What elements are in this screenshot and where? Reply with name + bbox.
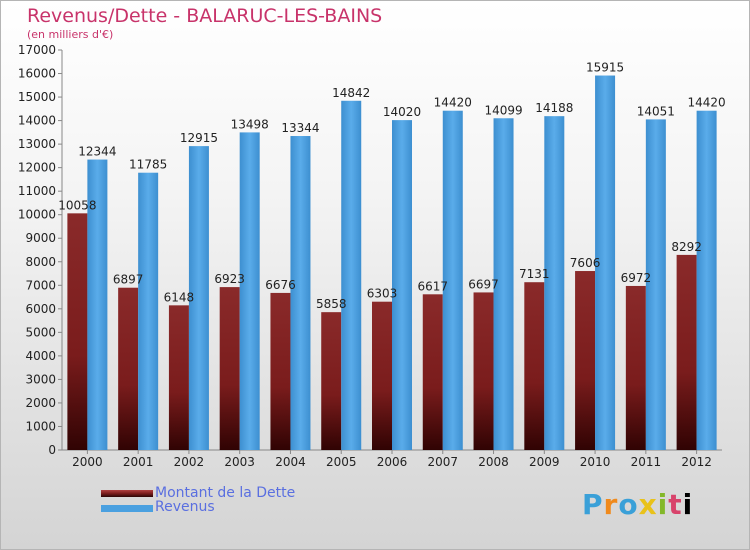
y-tick-label: 17000 (18, 43, 56, 57)
data-label-dette: 5858 (316, 297, 347, 311)
data-label-dette: 8292 (671, 240, 702, 254)
x-tick-label: 2012 (681, 455, 712, 469)
y-tick-label: 10000 (18, 208, 56, 222)
y-tick-label: 13000 (18, 137, 56, 151)
x-tick-label: 2007 (427, 455, 458, 469)
bar-dette (270, 292, 291, 450)
x-tick-label: 2003 (224, 455, 255, 469)
y-tick-label: 2000 (25, 396, 56, 410)
chart-title: Revenus/Dette - BALARUC-LES-BAINS (27, 5, 383, 27)
data-label-dette: 6676 (265, 278, 296, 292)
y-tick-label: 0 (48, 443, 56, 457)
bar-revenus (138, 172, 159, 451)
y-tick-label: 11000 (18, 184, 56, 198)
x-tick-label: 2002 (174, 455, 205, 469)
bar-revenus (392, 120, 412, 450)
data-label-dette: 6148 (164, 290, 195, 304)
bar-dette (168, 305, 189, 450)
bar-revenus (87, 159, 108, 450)
data-label-revenus: 14420 (688, 96, 726, 110)
data-label-dette: 6923 (214, 272, 245, 286)
data-label-dette: 6617 (417, 279, 448, 293)
bar-revenus (645, 119, 666, 450)
y-tick-label: 5000 (25, 325, 56, 339)
legend-label-dette: Montant de la Dette (155, 485, 296, 501)
data-label-dette: 7131 (519, 267, 550, 281)
data-label-revenus: 11785 (129, 158, 167, 172)
bar-revenus (696, 110, 717, 451)
bar-revenus (595, 75, 616, 450)
x-tick-label: 2010 (580, 455, 611, 469)
bar-dette (422, 294, 443, 450)
bar-revenus (442, 110, 463, 451)
x-tick-label: 2004 (275, 455, 306, 469)
y-tick-label: 4000 (25, 349, 56, 363)
data-label-dette: 6697 (468, 277, 499, 291)
y-tick-label: 15000 (18, 90, 56, 104)
data-label-revenus: 12915 (180, 131, 218, 145)
bar-dette (219, 287, 240, 450)
data-label-revenus: 13344 (281, 121, 319, 135)
data-label-revenus: 14420 (434, 96, 472, 110)
bar-dette (67, 213, 88, 450)
bar-dette (118, 287, 139, 450)
x-tick-label: 2000 (72, 455, 103, 469)
data-label-revenus: 14099 (484, 103, 522, 117)
y-tick-label: 3000 (25, 372, 56, 386)
bar-dette (676, 254, 697, 450)
data-label-revenus: 12344 (78, 145, 116, 159)
bar-revenus (341, 100, 362, 450)
bar-revenus (290, 136, 311, 450)
y-tick-label: 12000 (18, 161, 56, 175)
bar-dette (625, 285, 646, 450)
chart-subtitle: (en milliers d'€) (27, 28, 114, 41)
y-tick-label: 16000 (18, 67, 56, 81)
x-tick-label: 2009 (529, 455, 560, 469)
data-label-dette: 6972 (621, 271, 652, 285)
x-tick-label: 2001 (123, 455, 154, 469)
data-label-revenus: 14020 (383, 105, 421, 119)
y-tick-label: 6000 (25, 302, 56, 316)
y-tick-label: 14000 (18, 114, 56, 128)
legend-label-revenus: Revenus (155, 499, 215, 515)
bar-dette (524, 282, 545, 450)
x-tick-label: 2008 (478, 455, 509, 469)
bar-revenus (239, 132, 260, 450)
data-label-revenus: 15915 (586, 61, 624, 75)
x-tick-label: 2005 (326, 455, 357, 469)
proxiti-logo: Proxiti (582, 488, 694, 521)
legend-swatch-dette (101, 490, 153, 497)
legend-swatch-revenus (101, 505, 153, 512)
y-tick-label: 7000 (25, 278, 56, 292)
bar-revenus (493, 118, 514, 451)
x-tick-label: 2006 (377, 455, 408, 469)
bar-revenus (188, 146, 209, 450)
y-tick-label: 8000 (25, 255, 56, 269)
y-tick-label: 1000 (25, 419, 56, 433)
data-label-revenus: 14842 (332, 86, 370, 100)
y-tick-label: 9000 (25, 231, 56, 245)
data-label-revenus: 14051 (637, 104, 675, 118)
data-label-dette: 6897 (113, 273, 144, 287)
data-label-dette: 6303 (367, 287, 398, 301)
bar-dette (473, 292, 494, 450)
x-tick-label: 2011 (631, 455, 662, 469)
data-label-revenus: 14188 (535, 101, 573, 115)
bar-dette (321, 312, 342, 450)
data-label-revenus: 13498 (231, 117, 269, 131)
bar-dette (372, 301, 392, 450)
data-label-dette: 10058 (58, 198, 96, 212)
bar-dette (575, 271, 596, 450)
bar-revenus (544, 116, 565, 450)
data-label-dette: 7606 (570, 256, 601, 270)
